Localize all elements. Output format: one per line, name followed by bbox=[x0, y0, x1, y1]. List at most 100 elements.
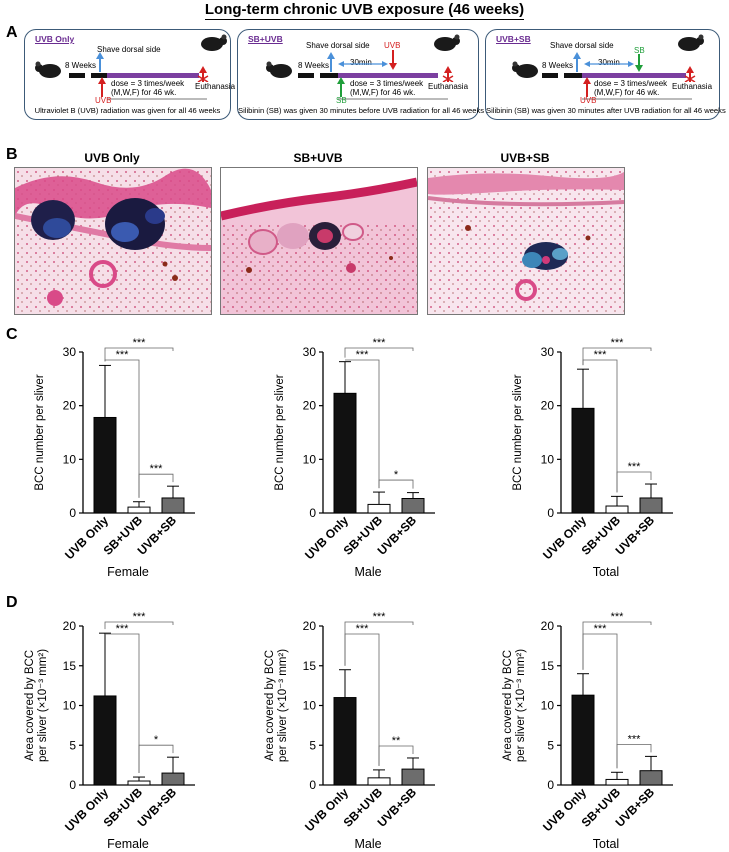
significance-label: *** bbox=[356, 623, 370, 635]
x-tick-label: UVB Only bbox=[302, 785, 351, 834]
dose-label: dose = 3 times/week bbox=[350, 79, 424, 88]
scheme-uvb-sb: UVB+SB 8 Weeks Shave dorsal side SB 30mi… bbox=[485, 29, 726, 120]
histology-image-uvb-sb bbox=[427, 167, 625, 315]
dose-schedule-label: (M,W,F) for 46 wk. bbox=[111, 88, 177, 97]
significance-bracket bbox=[105, 633, 140, 774]
bar bbox=[639, 770, 663, 786]
bar bbox=[333, 392, 357, 514]
y-axis-label: Area covered by BCC bbox=[24, 650, 36, 761]
y-tick-label: 15 bbox=[63, 659, 77, 673]
mouse-icon bbox=[201, 34, 227, 51]
uvb-arrow-icon bbox=[389, 50, 397, 70]
y-tick-label: 20 bbox=[541, 399, 555, 413]
interval-arrow-icon bbox=[584, 61, 634, 67]
scheme-caption: Silibinin (SB) was given 30 minutes afte… bbox=[486, 106, 726, 115]
significance-label: *** bbox=[594, 349, 608, 361]
y-axis-label: per sliver (×10⁻³ mm²) bbox=[37, 649, 49, 762]
significance-bracket bbox=[344, 347, 414, 358]
panel-letter-c: C bbox=[6, 326, 18, 343]
bar bbox=[93, 695, 117, 786]
significance-label: *** bbox=[373, 611, 387, 623]
panel-letter-b: B bbox=[6, 146, 18, 163]
significance-bracket bbox=[138, 744, 174, 774]
x-tick-label: UVB Only bbox=[540, 785, 589, 834]
y-tick-label: 10 bbox=[63, 452, 77, 466]
y-axis-label: per sliver (×10⁻³ mm²) bbox=[515, 649, 527, 762]
y-tick-label: 10 bbox=[541, 699, 555, 713]
purple-bar bbox=[338, 73, 438, 78]
y-tick-label: 20 bbox=[541, 619, 555, 633]
shave-arrow-icon bbox=[327, 52, 335, 72]
scheme-tag: UVB+SB bbox=[496, 34, 531, 44]
histology-image-uvb-only bbox=[14, 167, 212, 315]
bar bbox=[93, 416, 117, 514]
y-tick-label: 0 bbox=[69, 778, 76, 792]
shave-arrow-icon bbox=[573, 52, 581, 72]
black-bar bbox=[564, 73, 582, 78]
euthanasia-label: Euthanasia bbox=[672, 82, 713, 91]
x-tick-label: UVB Only bbox=[62, 513, 111, 562]
significance-label: * bbox=[394, 469, 399, 481]
mouse-icon bbox=[678, 34, 704, 51]
dose-label: dose = 3 times/week bbox=[594, 79, 668, 88]
y-axis-label: BCC number per sliver bbox=[274, 374, 286, 490]
y-axis-label: BCC number per sliver bbox=[512, 374, 524, 490]
y-tick-label: 20 bbox=[303, 399, 317, 413]
scheme-tag: SB+UVB bbox=[248, 34, 283, 44]
y-tick-label: 0 bbox=[309, 778, 316, 792]
significance-label: *** bbox=[373, 337, 387, 349]
x-tick-label: UVB Only bbox=[62, 785, 111, 834]
x-axis-label: Female bbox=[107, 565, 149, 579]
bar bbox=[161, 497, 185, 514]
figure-title: Long-term chronic UVB exposure (46 weeks… bbox=[0, 1, 729, 20]
histology-image-sb-uvb bbox=[220, 167, 418, 315]
scheme-caption: Silibinin (SB) was given 30 minutes befo… bbox=[238, 106, 485, 115]
bar bbox=[333, 697, 357, 786]
dose-schedule-label: (M,W,F) for 46 wk. bbox=[594, 88, 660, 97]
uvb-label: UVB bbox=[95, 96, 112, 105]
significance-bracket bbox=[582, 621, 652, 670]
mouse-icon bbox=[434, 34, 460, 51]
bar bbox=[571, 407, 595, 514]
bar bbox=[639, 497, 663, 514]
significance-label: * bbox=[154, 734, 159, 746]
sb-label: SB bbox=[634, 46, 645, 55]
significance-bracket bbox=[616, 743, 652, 769]
significance-bracket bbox=[345, 359, 380, 489]
interval-label: 30min bbox=[350, 58, 372, 67]
euthanasia-cross-icon bbox=[197, 66, 209, 82]
y-tick-label: 15 bbox=[541, 659, 555, 673]
y-tick-label: 0 bbox=[547, 506, 554, 520]
significance-bracket bbox=[138, 473, 174, 498]
y-tick-label: 5 bbox=[547, 738, 554, 752]
significance-label: *** bbox=[133, 611, 147, 623]
x-axis-label: Male bbox=[354, 565, 381, 579]
y-tick-label: 30 bbox=[63, 345, 77, 359]
x-tick-label: UVB Only bbox=[540, 513, 589, 562]
significance-bracket bbox=[582, 347, 652, 366]
y-axis-label: Area covered by BCC bbox=[502, 650, 514, 761]
x-tick-label: UVB Only bbox=[302, 513, 351, 562]
shave-label: Shave dorsal side bbox=[306, 41, 370, 50]
bar bbox=[127, 780, 151, 786]
y-tick-label: 10 bbox=[63, 699, 77, 713]
significance-label: *** bbox=[150, 463, 164, 475]
mouse-icon bbox=[35, 61, 61, 78]
bar bbox=[401, 768, 425, 786]
uvb-label: UVB bbox=[384, 41, 401, 50]
scheme-uvb-only: UVB Only 8 Weeks Shave dorsal side UVB d… bbox=[24, 29, 235, 120]
y-tick-label: 10 bbox=[303, 452, 317, 466]
y-tick-label: 0 bbox=[309, 506, 316, 520]
histology-title: SB+UVB bbox=[293, 151, 343, 165]
weeks-label: 8 Weeks bbox=[65, 61, 96, 70]
significance-bracket bbox=[344, 621, 414, 666]
x-axis-label: Female bbox=[107, 837, 149, 851]
y-tick-label: 0 bbox=[547, 778, 554, 792]
sb-label: SB bbox=[336, 96, 347, 105]
scheme-caption: Ultraviolet B (UVB) radiation was given … bbox=[34, 106, 221, 115]
euthanasia-label: Euthanasia bbox=[195, 82, 236, 91]
y-tick-label: 20 bbox=[63, 399, 77, 413]
bar bbox=[127, 506, 151, 514]
y-tick-label: 20 bbox=[303, 619, 317, 633]
